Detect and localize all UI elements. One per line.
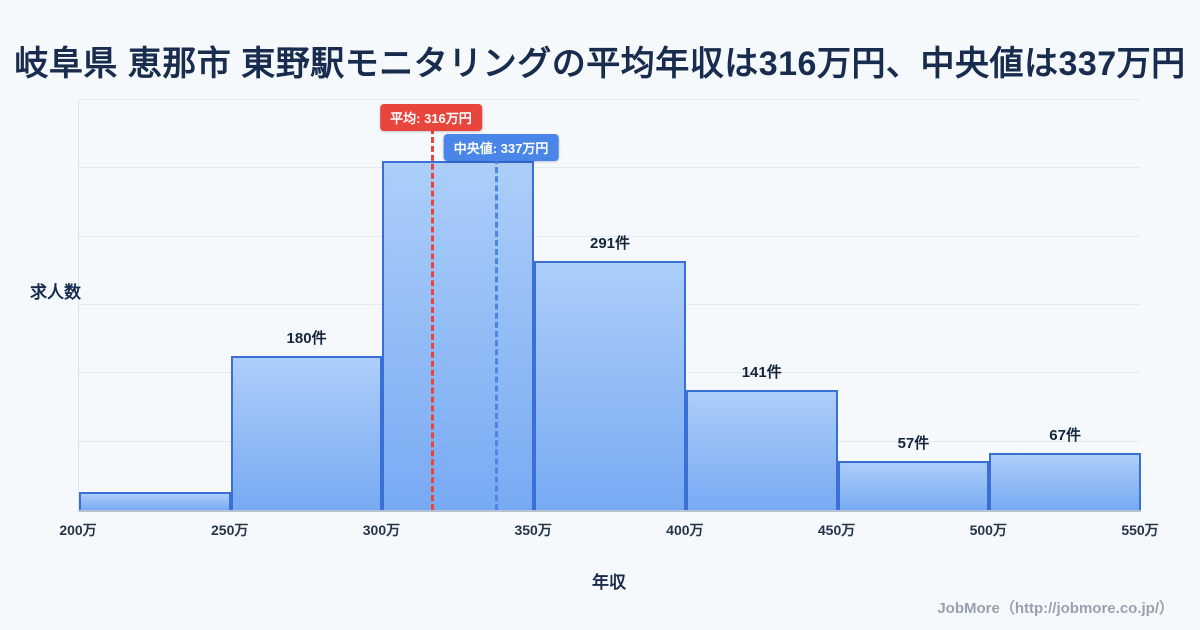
x-tick-label: 550万 [1121,522,1159,538]
bar-count-label: 291件 [589,235,631,252]
gridline [79,167,1141,169]
x-tick-label: 300万 [362,522,401,538]
histogram-bar [837,461,990,510]
x-tick-label: 400万 [666,522,704,538]
page-title: 岐阜県 恵那市 東野駅モニタリングの平均年収は316万円、中央値は337万円 [14,45,1186,83]
median-badge: 中央値: 337万円 [443,134,559,161]
histogram-bar [79,492,231,510]
bar-count-label: 180件 [286,330,327,347]
gridline [79,99,1141,100]
bar-count-label: 67件 [1049,427,1081,444]
bar-count-label: 141件 [741,364,782,381]
gridline [79,235,1141,237]
x-axis-label: 年収 [592,573,626,592]
x-tick-label: 200万 [59,522,97,538]
y-axis-label: 求人数 [30,283,81,302]
histogram-bar [230,356,383,510]
median-line [494,158,498,510]
x-tick-label: 450万 [817,522,856,538]
histogram-bar [989,453,1141,510]
footer-credit: JobMore（http://jobmore.co.jp/） [937,600,1174,617]
x-tick-label: 500万 [969,522,1007,538]
histogram-bar [685,390,838,510]
average-badge: 平均: 316万円 [380,104,482,131]
average-line [430,128,434,510]
x-tick-label: 350万 [514,522,552,538]
histogram-bar [534,261,686,510]
bar-count-label: 57件 [897,435,930,452]
plot-area: 180件 291件 141件 57件 67件 平均: 316万円 中央値: 337万円 [78,99,1141,512]
histogram-bar [382,161,535,510]
x-tick-label: 250万 [211,522,249,538]
